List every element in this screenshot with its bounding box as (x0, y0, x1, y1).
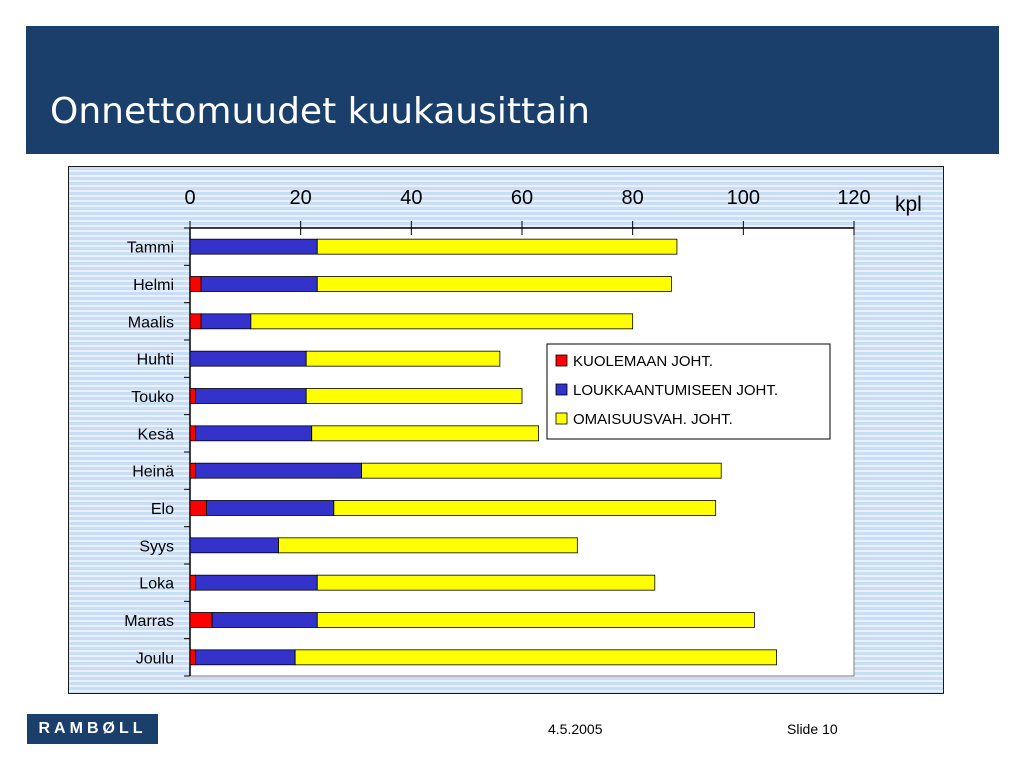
category-label: Huhti (137, 352, 174, 369)
category-label: Loka (139, 576, 174, 593)
x-tick-label: 40 (400, 187, 422, 209)
bar-segment-omaisuus (333, 500, 717, 516)
bar-segment-loukkaantuminen (195, 388, 307, 404)
legend-box (546, 343, 831, 440)
bar-segment-kuolema (189, 500, 208, 516)
legend-label: LOUKKAANTUMISEEN JOHT. (573, 382, 778, 399)
bar-segment-omaisuus (316, 574, 656, 591)
bar-segment-omaisuus (278, 537, 578, 554)
bar-segment-omaisuus (361, 462, 722, 479)
bar-segment-loukkaantuminen (195, 425, 313, 442)
bar-segment-omaisuus (316, 612, 755, 628)
slide-title: Onnettomuudet kuukausittain (50, 91, 590, 132)
bar-segment-loukkaantuminen (211, 612, 318, 628)
legend-label: KUOLEMAAN JOHT. (573, 353, 713, 370)
category-label: Joulu (136, 650, 174, 667)
x-tick-label: 100 (727, 187, 760, 209)
category-label: Marras (124, 613, 174, 630)
bar-segment-omaisuus (305, 350, 501, 367)
bar-segment-kuolema (189, 313, 202, 330)
bar-segment-loukkaantuminen (200, 313, 252, 330)
bar-segment-omaisuus (294, 649, 777, 666)
legend-swatch (555, 354, 568, 367)
bar-segment-kuolema (189, 649, 196, 666)
category-label: Tammi (127, 240, 174, 257)
bar-segment-loukkaantuminen (195, 462, 362, 479)
stacked-bar-chart: 0 20 40 60 80 100 120 kpl Tammi Helmi Maalis Huhti T… (124, 187, 922, 677)
bar-segment-kuolema (189, 574, 196, 591)
x-unit-label: kpl (895, 193, 922, 216)
bar-segment-loukkaantuminen (206, 500, 335, 516)
bar-segment-omaisuus (311, 425, 540, 442)
bar-segment-omaisuus (250, 313, 634, 330)
category-label: Syys (139, 538, 174, 555)
bar-segment-loukkaantuminen (189, 238, 318, 255)
bar-segment-omaisuus (316, 238, 678, 255)
bar-segment-loukkaantuminen (200, 276, 318, 292)
x-tick-label: 120 (837, 187, 870, 209)
logo-text: RAMBØLL (38, 720, 147, 737)
footer-slide-number: Slide 10 (787, 721, 838, 737)
plot-area (189, 227, 855, 677)
ramboll-logo: RAMBØLL (27, 714, 158, 744)
x-tick-label: 60 (511, 187, 533, 209)
legend-label: OMAISUUSVAH. JOHT. (573, 411, 733, 428)
bar-segment-kuolema (189, 462, 196, 479)
category-label: Heinä (132, 464, 174, 481)
bar-segment-kuolema (189, 276, 202, 292)
category-label: Kesä (138, 426, 175, 443)
slide-label: Slide (787, 721, 819, 737)
bar-segment-loukkaantuminen (195, 649, 296, 666)
bar-segment-loukkaantuminen (195, 574, 318, 591)
x-tick-label: 80 (622, 187, 644, 209)
chart-frame: 0 20 40 60 80 100 120 kpl Tammi Helmi Maalis Huhti T… (68, 166, 944, 694)
x-tick-label: 20 (290, 187, 312, 209)
bar-segment-omaisuus (316, 276, 672, 292)
bar-segment-loukkaantuminen (189, 537, 279, 554)
bar-segment-kuolema (189, 612, 213, 628)
title-bar: Onnettomuudet kuukausittain (26, 26, 999, 154)
slide-number: 10 (822, 721, 838, 737)
bar-segment-kuolema (189, 388, 196, 404)
bar-segment-loukkaantuminen (189, 350, 307, 367)
legend-swatch (555, 412, 568, 425)
legend-swatch (555, 383, 568, 396)
category-label: Elo (151, 501, 174, 518)
category-label: Touko (131, 389, 174, 406)
bar-segment-kuolema (189, 425, 196, 442)
x-tick-label: 0 (184, 187, 195, 209)
category-label: Helmi (133, 277, 174, 294)
bar-segment-omaisuus (305, 388, 523, 404)
footer-date: 4.5.2005 (548, 721, 603, 737)
category-label: Maalis (128, 314, 174, 331)
